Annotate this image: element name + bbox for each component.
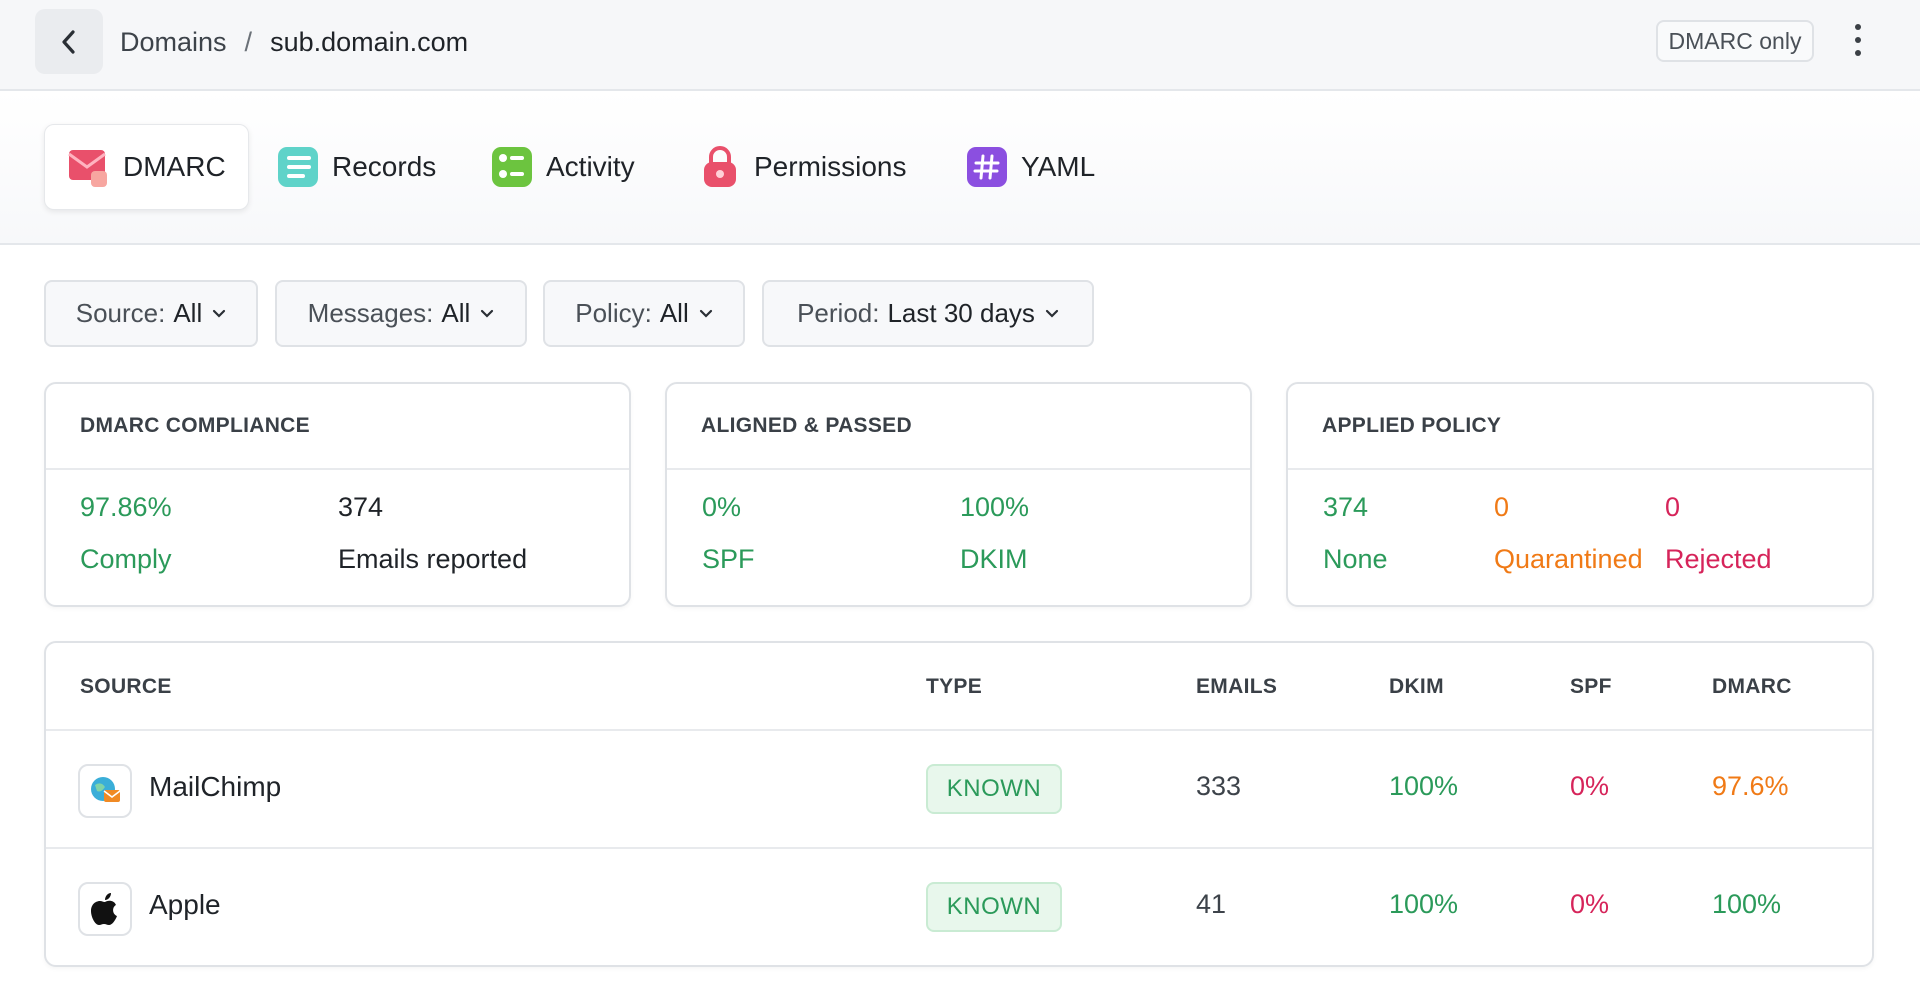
tab-label: Permissions bbox=[754, 151, 907, 182]
source-filter-dropdown[interactable]: Source: All bbox=[44, 280, 258, 347]
stat-value: 374 bbox=[1323, 492, 1369, 522]
stat-label: DKIM bbox=[960, 544, 1028, 574]
stat-value: 0% bbox=[702, 492, 742, 522]
tab-activity[interactable]: Activity bbox=[490, 124, 635, 210]
stat-value: 97.86% bbox=[80, 492, 172, 522]
type-badge: KNOWN bbox=[926, 764, 1062, 814]
breadcrumb-current: sub.domain.com bbox=[270, 26, 469, 57]
stat-label: None bbox=[1323, 544, 1388, 574]
column-header-dkim[interactable]: DKIM bbox=[1389, 675, 1444, 698]
sources-table: SOURCE TYPE EMAILS DKIM SPF DMARC MailCh… bbox=[44, 641, 1874, 967]
filter-key: Policy: bbox=[575, 298, 652, 328]
tab-records[interactable]: Records bbox=[276, 124, 436, 210]
chevron-down-icon bbox=[699, 309, 712, 318]
apple-icon bbox=[78, 882, 132, 936]
filter-value: All bbox=[173, 298, 203, 328]
tab-permissions[interactable]: Permissions bbox=[698, 124, 906, 210]
stat-value: 0 bbox=[1494, 492, 1510, 522]
list-icon bbox=[278, 147, 318, 187]
type-badge: KNOWN bbox=[926, 882, 1062, 932]
top-bar: Domains / sub.domain.com DMARC only bbox=[0, 0, 1920, 91]
lock-icon bbox=[704, 146, 736, 187]
breadcrumb-domains-link[interactable]: Domains bbox=[120, 26, 227, 57]
column-header-type[interactable]: TYPE bbox=[926, 675, 983, 698]
tab-bar: DMARC Records Activity Permissions bbox=[0, 91, 1920, 245]
tab-label: Records bbox=[332, 151, 437, 182]
spf-cell: 0% bbox=[1570, 889, 1610, 919]
filter-value: All bbox=[441, 298, 471, 328]
dmarc-compliance-card: DMARC COMPLIANCE 97.86% Comply 374 Email… bbox=[44, 382, 631, 607]
hash-icon bbox=[967, 147, 1007, 187]
card-title: ALIGNED & PASSED bbox=[667, 384, 1250, 470]
dmarc-cell: 97.6% bbox=[1712, 771, 1789, 801]
dkim-cell: 100% bbox=[1389, 771, 1459, 801]
filter-value: Last 30 days bbox=[887, 298, 1035, 328]
filter-key: Source: bbox=[75, 298, 166, 328]
stat-label: Rejected bbox=[1665, 544, 1772, 574]
spf-cell: 0% bbox=[1570, 771, 1610, 801]
back-button[interactable] bbox=[35, 9, 103, 74]
stat-value: 374 bbox=[338, 492, 384, 522]
chevron-left-icon bbox=[62, 29, 75, 54]
breadcrumb-separator: / bbox=[244, 26, 253, 57]
chevron-down-icon bbox=[1045, 309, 1059, 318]
filter-key: Messages: bbox=[307, 298, 434, 328]
source-name: Apple bbox=[149, 889, 221, 920]
tab-label: YAML bbox=[1021, 151, 1096, 182]
activity-icon bbox=[492, 147, 532, 187]
aligned-passed-card: ALIGNED & PASSED 0% SPF 100% DKIM bbox=[665, 382, 1252, 607]
column-header-emails[interactable]: EMAILS bbox=[1196, 675, 1278, 698]
stat-label: Quarantined bbox=[1494, 544, 1643, 574]
source-name: MailChimp bbox=[149, 771, 282, 802]
filter-key: Period: bbox=[797, 298, 880, 328]
breadcrumb: Domains / sub.domain.com bbox=[120, 22, 468, 62]
dmarc-cell: 100% bbox=[1712, 889, 1782, 919]
mode-badge: DMARC only bbox=[1656, 20, 1814, 62]
table-row[interactable]: Apple KNOWN 41 100% 0% 100% bbox=[46, 849, 1872, 967]
more-options-icon[interactable] bbox=[1846, 18, 1870, 62]
column-header-spf[interactable]: SPF bbox=[1570, 675, 1612, 698]
period-filter-dropdown[interactable]: Period: Last 30 days bbox=[762, 280, 1094, 347]
applied-policy-card: APPLIED POLICY 374 None 0 Quarantined 0 … bbox=[1286, 382, 1874, 607]
table-header: SOURCE TYPE EMAILS DKIM SPF DMARC bbox=[46, 643, 1872, 731]
tab-label: Activity bbox=[546, 151, 635, 182]
chevron-down-icon bbox=[481, 309, 494, 318]
card-title: DMARC COMPLIANCE bbox=[46, 384, 629, 470]
tab-dmarc[interactable]: DMARC bbox=[44, 124, 249, 210]
column-header-source[interactable]: SOURCE bbox=[80, 675, 172, 698]
filter-value: All bbox=[659, 298, 689, 328]
envelope-icon bbox=[68, 150, 107, 187]
messages-filter-dropdown[interactable]: Messages: All bbox=[275, 280, 527, 347]
policy-filter-dropdown[interactable]: Policy: All bbox=[543, 280, 745, 347]
stat-value: 100% bbox=[960, 492, 1030, 522]
stat-label: Emails reported bbox=[338, 544, 528, 574]
dkim-cell: 100% bbox=[1389, 889, 1459, 919]
table-row[interactable]: MailChimp KNOWN 333 100% 0% 97.6% bbox=[46, 731, 1872, 849]
emails-cell: 333 bbox=[1196, 771, 1242, 801]
chevron-down-icon bbox=[213, 309, 226, 318]
stat-label: SPF bbox=[702, 544, 755, 574]
stat-value: 0 bbox=[1665, 492, 1681, 522]
mailchimp-icon bbox=[78, 764, 132, 818]
card-title: APPLIED POLICY bbox=[1288, 384, 1872, 470]
tab-label: DMARC bbox=[123, 151, 226, 182]
stat-label: Comply bbox=[80, 544, 172, 574]
emails-cell: 41 bbox=[1196, 889, 1227, 919]
column-header-dmarc[interactable]: DMARC bbox=[1712, 675, 1792, 698]
tab-yaml[interactable]: YAML bbox=[965, 124, 1095, 210]
